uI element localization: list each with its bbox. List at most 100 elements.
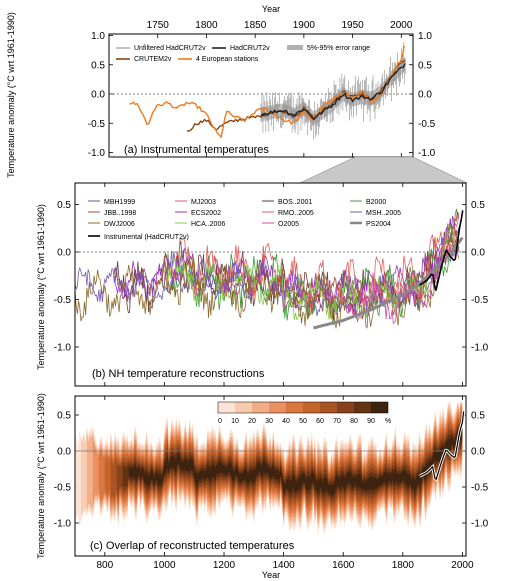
legend-label-bos-2001: BOS..2001 (278, 199, 312, 206)
panel-b-y-tick-label-right: -0.5 (471, 295, 489, 306)
panel-a-x-tick-label: 1800 (195, 20, 218, 31)
legend-label-rmo-2005: RMO..2005 (278, 210, 314, 217)
legend-label-jbb-1998: JBB..1998 (104, 210, 136, 217)
reconstruction-line-hca-2006 (164, 223, 460, 321)
panel-a-ylabel: Temperature anomaly (°C wrt 1961-1990) (6, 12, 16, 178)
panel-a-y-tick-label-left: 1.0 (91, 31, 105, 42)
panel-a-series (129, 42, 406, 140)
panel-b-series (313, 210, 464, 330)
overlap-band-9 (128, 426, 463, 496)
colorbar-swatch-9 (371, 402, 388, 413)
legend-label-hca-2006: HCA..2006 (191, 221, 225, 228)
panel-a-y-tick-label-right: -0.5 (418, 119, 436, 130)
panel-c-title: (c) Overlap of reconstructed temperature… (90, 540, 295, 552)
colorbar-tick-label: % (385, 418, 391, 425)
panel-b-y-tick-label-right: 0.5 (471, 200, 485, 211)
colorbar-frame (217, 401, 389, 414)
panel-a-x-tick-label: 1900 (293, 20, 316, 31)
panel-b-reconstructions (74, 208, 460, 329)
top-axis-label: Year (262, 4, 280, 14)
colorbar-swatch-8 (354, 402, 371, 413)
colorbar-tick-label: 70 (333, 418, 341, 425)
panel-a-title: (a) Instrumental temperatures (124, 144, 269, 156)
panel-b-frame (74, 182, 467, 387)
panel-c-overlap-bands (75, 402, 463, 535)
colorbar-tick-label: 50 (299, 418, 307, 425)
zoom-connector (299, 156, 468, 184)
reconstruction-line-b2000 (164, 208, 460, 326)
panel-a-y-tick-label-right: 1.0 (418, 31, 432, 42)
instrumental-line (419, 411, 465, 481)
panel-b-legend: MBH1999 MJ2003 BOS..2001 B2000 JBB..1998 ECS2… (88, 199, 401, 241)
legend-label-mj2003: MJ2003 (191, 199, 216, 206)
panel-b: 0.5 0.5 0.0 0.0 -0.5 -0.5 -1.0 -1.0 Temperature… (36, 182, 489, 387)
legend-label-crutem2v: CRUTEM2v (134, 56, 172, 63)
series-line-instrumental-hadcrut2v- (419, 210, 464, 291)
panel-c-instrumental-line (418, 411, 466, 482)
panel-c-y-tick-label-left: 0.5 (57, 411, 71, 422)
panel-c-y-tick-label-left: -0.5 (54, 483, 72, 494)
panel-a-y-tick-label-left: 0.5 (91, 60, 105, 71)
panel-b-y-tick-label-right: 0.0 (471, 248, 485, 259)
panel-b-y-tick-label-left: 0.0 (57, 248, 71, 259)
panel-c-ylabel: Temperature anomaly (°C wrt 1961-1990) (36, 393, 46, 559)
series-line-4-european-stations (129, 45, 405, 139)
panel-a-y-tick-label-left: -1.0 (88, 148, 106, 159)
reconstruction-line-o2005 (342, 233, 460, 325)
panel-b-y-tick-label-left: -1.0 (54, 343, 72, 354)
panel-a-y-tick-label-right: 0.0 (418, 90, 432, 101)
panel-b-title: (b) NH temperature reconstructions (92, 368, 265, 380)
panel-c-y-tick-label-right: -1.0 (471, 519, 489, 530)
panel-c-x-tick-label: 1400 (272, 560, 295, 571)
colorbar-swatch-2 (252, 402, 269, 413)
panel-a-y-tick-label-right: 0.5 (418, 60, 432, 71)
panel-b-x-ticks (104, 183, 463, 386)
panel-c-y-tick-label-left: -1.0 (54, 519, 72, 530)
colorbar-tick-label: 30 (265, 418, 273, 425)
colorbar-swatch-0 (218, 402, 235, 413)
panel-c-x-tick-label: 800 (96, 560, 113, 571)
panel-c: 0.5 0.5 0.0 0.0 -0.5 -0.5 -1.0 -1.0 Temperature… (36, 393, 489, 580)
panel-b-y-tick-label-left: 0.5 (57, 200, 71, 211)
panel-c-x-tick-label: 1000 (153, 560, 176, 571)
legend-label-msh-2005: MSH..2005 (366, 210, 401, 217)
panel-a-x-tick-label: 1850 (244, 20, 267, 31)
colorbar-swatch-7 (337, 402, 354, 413)
legend-label-b2000: B2000 (366, 199, 386, 206)
colorbar-tick-label: 90 (367, 418, 375, 425)
panel-c-x-tick-label: 1600 (332, 560, 355, 571)
panel-a-y-tick-label-left: 0.0 (91, 90, 105, 101)
panel-a-frame (108, 33, 414, 158)
panel-a-x-ticks: 1750 1800 1850 1900 1950 2000 (147, 20, 413, 157)
legend-label-dwj2006: DWJ2006 (104, 221, 135, 228)
series-line-hadcrut2v (260, 63, 406, 121)
bottom-axis-label: Year (262, 570, 280, 580)
legend-label-mbh1999: MBH1999 (104, 199, 135, 206)
legend-label-instrumental-hadcrut2v: Instrumental (HadCRUT2v) (104, 234, 189, 241)
panel-c-x-tick-label: 1800 (392, 560, 415, 571)
panel-c-y-tick-label-right: 0.5 (471, 411, 485, 422)
colorbar-tick-label: 40 (282, 418, 290, 425)
legend-label-error-range: 5%-95% error range (307, 45, 370, 52)
panel-a-y-tick-label-left: -0.5 (88, 119, 106, 130)
colorbar-tick-label: 80 (350, 418, 358, 425)
panel-b-ylabel: Temperature anomaly (°C wrt 1961-1990) (36, 204, 46, 370)
colorbar-swatch-3 (269, 402, 286, 413)
legend-label-hadcrut2v: HadCRUT2v (230, 45, 270, 52)
panel-c-x-tick-label: 2000 (451, 560, 474, 571)
panel-a-y-tick-label-right: -1.0 (418, 148, 436, 159)
colorbar-tick-label: 0 (218, 418, 222, 425)
panel-c-frame (74, 395, 467, 557)
colorbar-swatch-4 (286, 402, 303, 413)
panel-c-colorbar: 0 10 20 30 40 50 60 70 80 90% (217, 401, 391, 425)
panel-b-y-ticks: 0.5 0.5 0.0 0.0 -0.5 -0.5 -1.0 -1.0 (54, 200, 489, 354)
colorbar-tick-label: 10 (231, 418, 239, 425)
panel-c-y-ticks: 0.5 0.5 0.0 0.0 -0.5 -0.5 -1.0 -1.0 (54, 411, 489, 530)
panel-c-y-tick-label-right: 0.0 (471, 447, 485, 458)
panel-a-x-tick-label: 1950 (341, 20, 364, 31)
panel-a: Year 1750 1800 1850 1900 1950 2000 1.0 1.0 0.5 0… (6, 4, 436, 178)
legend-label-ps2004: PS2004 (366, 221, 391, 228)
panel-b-y-tick-label-left: -0.5 (54, 295, 72, 306)
panel-b-y-tick-label-right: -1.0 (471, 343, 489, 354)
